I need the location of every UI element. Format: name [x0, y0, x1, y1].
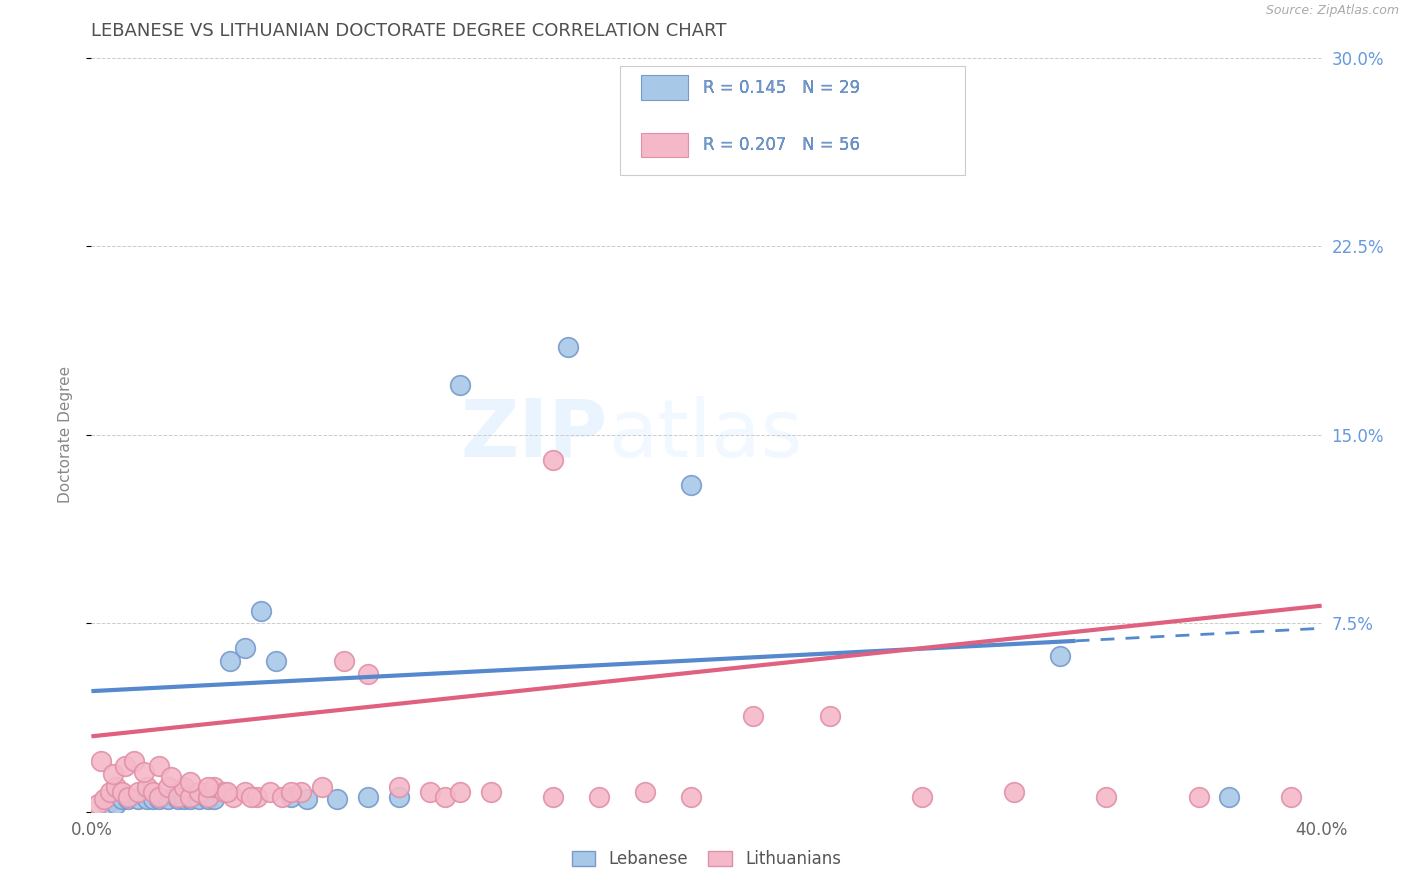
Point	[173, 792, 195, 806]
Point	[541, 453, 564, 467]
Point	[233, 641, 256, 656]
Point	[157, 792, 180, 806]
Point	[249, 604, 271, 618]
Point	[332, 654, 354, 668]
Point	[98, 784, 121, 798]
Point	[681, 789, 703, 804]
Point	[127, 792, 149, 806]
Point	[117, 789, 139, 804]
Point	[166, 792, 188, 806]
Point	[419, 784, 441, 798]
Point	[264, 654, 287, 668]
Point	[215, 784, 238, 798]
FancyBboxPatch shape	[641, 133, 688, 158]
Point	[124, 755, 146, 769]
Point	[449, 784, 471, 798]
Point	[681, 478, 703, 492]
Point	[280, 789, 302, 804]
Point	[117, 792, 139, 806]
Point	[148, 789, 170, 804]
Point	[179, 792, 201, 806]
Point	[449, 377, 471, 392]
Point	[557, 340, 579, 354]
Point	[148, 792, 170, 806]
Text: atlas: atlas	[607, 396, 803, 474]
Point	[197, 789, 219, 804]
Point	[911, 789, 934, 804]
Point	[93, 792, 115, 806]
Point	[166, 789, 188, 804]
FancyBboxPatch shape	[620, 65, 965, 175]
Point	[135, 792, 157, 806]
Point	[111, 792, 134, 806]
Point	[295, 792, 318, 806]
Point	[741, 709, 763, 723]
Point	[202, 792, 225, 806]
Point	[105, 780, 127, 794]
Point	[1002, 784, 1025, 798]
Point	[1279, 789, 1302, 804]
Point	[271, 789, 294, 804]
Point	[588, 789, 610, 804]
Point	[173, 780, 195, 794]
Point	[132, 764, 155, 779]
Point	[357, 666, 380, 681]
Point	[90, 755, 112, 769]
Point	[111, 784, 134, 798]
Text: R = 0.145   N = 29: R = 0.145 N = 29	[703, 78, 860, 97]
Point	[135, 780, 157, 794]
Point	[127, 784, 149, 798]
Text: R = 0.207   N = 56: R = 0.207 N = 56	[703, 136, 860, 154]
FancyBboxPatch shape	[641, 76, 688, 100]
Point	[388, 789, 411, 804]
Text: ZIP: ZIP	[461, 396, 607, 474]
Point	[218, 654, 240, 668]
Point	[240, 789, 263, 804]
Point	[233, 784, 256, 798]
Point	[188, 792, 211, 806]
Point	[96, 797, 118, 812]
Point	[1218, 789, 1240, 804]
Point	[259, 784, 281, 798]
Text: R = 0.145   N = 29: R = 0.145 N = 29	[703, 78, 860, 97]
Point	[212, 784, 235, 798]
Point	[1049, 648, 1071, 663]
Point	[290, 784, 312, 798]
Y-axis label: Doctorate Degree: Doctorate Degree	[58, 367, 73, 503]
Point	[479, 784, 502, 798]
Point	[818, 709, 841, 723]
Point	[142, 792, 165, 806]
Point	[197, 780, 219, 794]
Point	[114, 759, 136, 773]
Point	[222, 789, 245, 804]
Legend: Lebanese, Lithuanians: Lebanese, Lithuanians	[565, 844, 848, 875]
Point	[197, 792, 219, 806]
Point	[202, 780, 225, 794]
Point	[634, 784, 657, 798]
Text: R = 0.207   N = 56: R = 0.207 N = 56	[703, 136, 860, 154]
Point	[434, 789, 457, 804]
Point	[311, 780, 333, 794]
Point	[246, 789, 269, 804]
Point	[326, 792, 349, 806]
Point	[179, 774, 201, 789]
Point	[1187, 789, 1209, 804]
Point	[357, 789, 380, 804]
Point	[188, 784, 211, 798]
Point	[388, 780, 411, 794]
Point	[148, 759, 170, 773]
Text: LEBANESE VS LITHUANIAN DOCTORATE DEGREE CORRELATION CHART: LEBANESE VS LITHUANIAN DOCTORATE DEGREE …	[91, 22, 727, 40]
Point	[280, 784, 302, 798]
Point	[142, 784, 165, 798]
Point	[179, 789, 201, 804]
Point	[101, 767, 124, 781]
Text: Source: ZipAtlas.com: Source: ZipAtlas.com	[1265, 4, 1399, 18]
Point	[157, 780, 180, 794]
Point	[105, 797, 127, 812]
Point	[541, 789, 564, 804]
Point	[160, 770, 183, 784]
Point	[1095, 789, 1118, 804]
Point	[86, 797, 108, 812]
